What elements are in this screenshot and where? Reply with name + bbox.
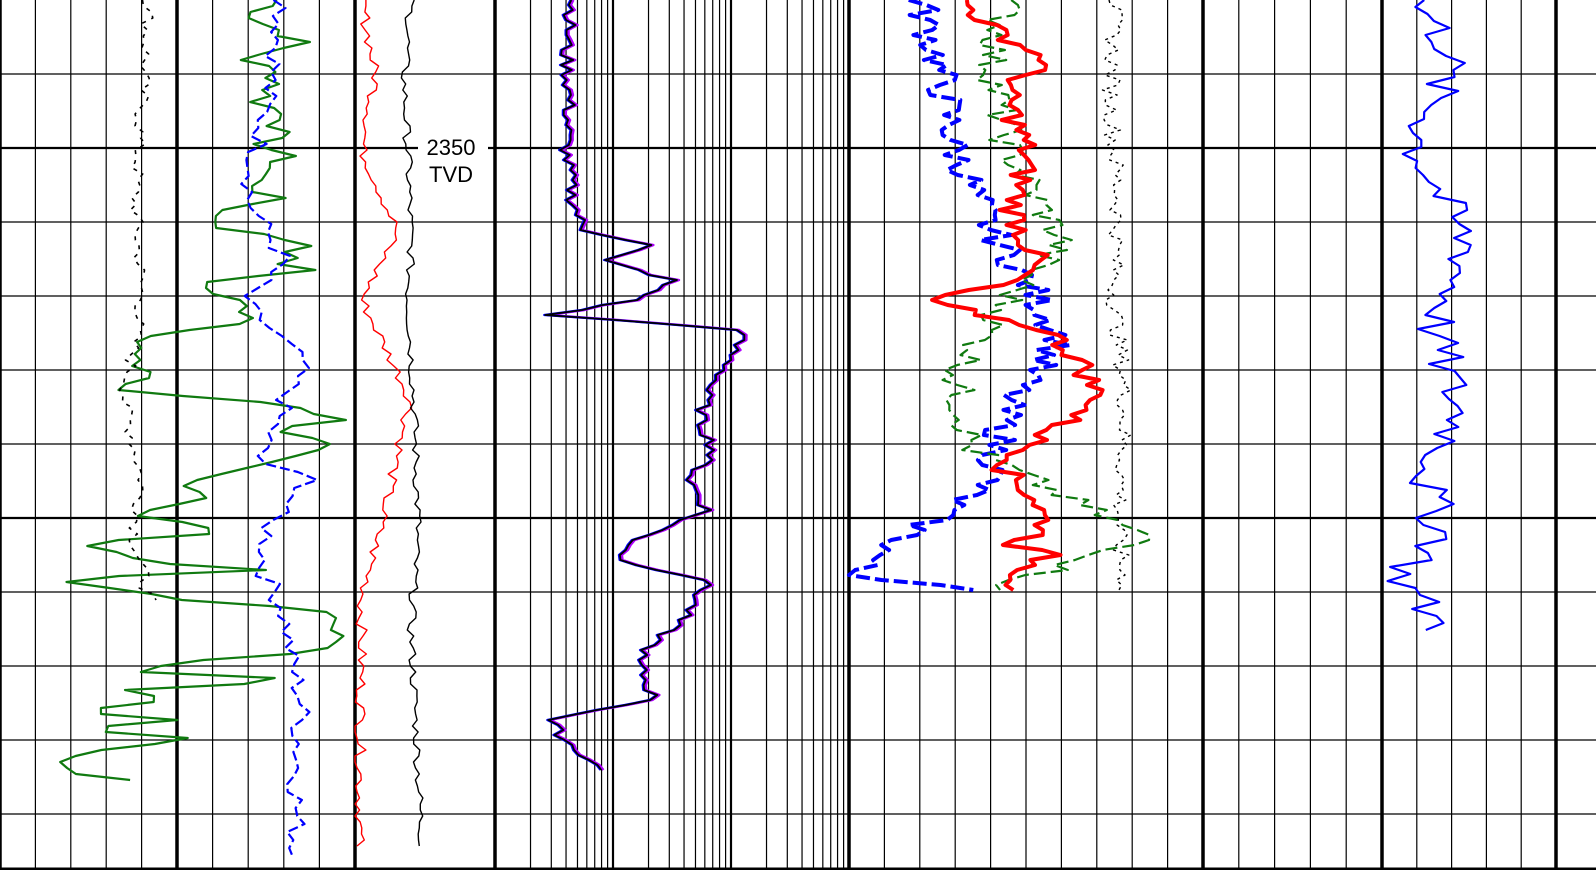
- black-dashed-curve: [118, 0, 157, 601]
- depth-value-label: 2350: [427, 135, 476, 160]
- green-porosity-curve: [941, 0, 1151, 591]
- depth-annotation: 2350 TVD: [418, 128, 488, 190]
- red-density-curve: [930, 0, 1105, 592]
- green-curve: [59, 0, 347, 782]
- red-resistivity-curve: [354, 0, 413, 847]
- black-log-curve: [544, 0, 746, 771]
- blue-curve: [240, 0, 319, 857]
- black-dotted-curve: [1101, 0, 1132, 591]
- blue-porosity-curve: [847, 0, 1073, 592]
- purple-log-curve: [546, 0, 748, 771]
- log-curves: [59, 0, 1473, 857]
- blue-track6-curve: [1386, 0, 1473, 632]
- depth-unit-label: TVD: [429, 162, 473, 187]
- black-resistivity-curve: [400, 0, 424, 847]
